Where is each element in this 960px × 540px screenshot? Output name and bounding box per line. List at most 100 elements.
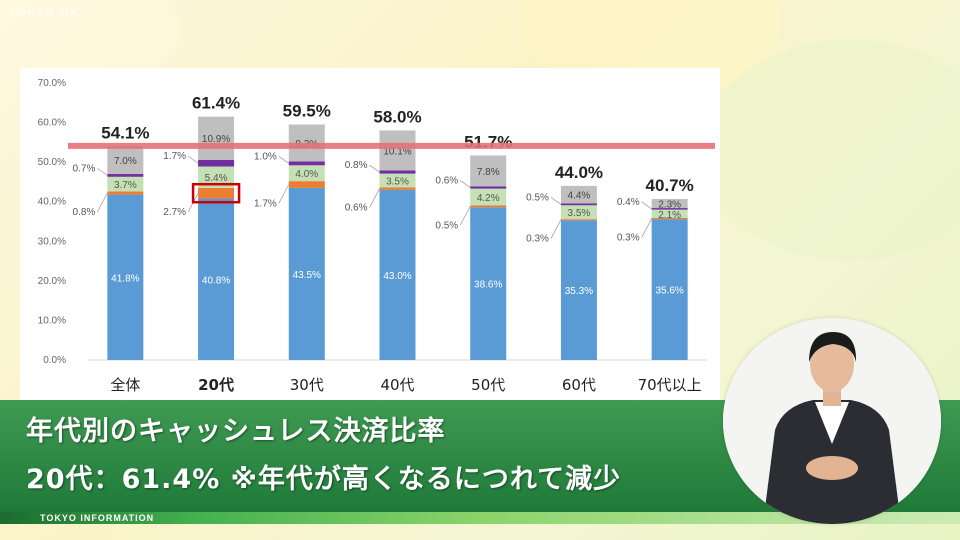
segment-label: 4.4% [568, 191, 591, 202]
chart-panel: 0.0% 10.0% 20.0% 30.0% 40.0% 50.0% 60.0% 70.0% 4… [20, 68, 720, 400]
total-label: 59.5% [283, 102, 331, 121]
bar-segment [560, 203, 597, 206]
bar-segment [379, 189, 416, 360]
leader-line [460, 180, 471, 188]
segment-label: 10.9% [202, 134, 230, 145]
segment-side-label: 0.5% [435, 220, 458, 231]
segment-side-label: 0.8% [73, 207, 96, 218]
segment-label: 3.5% [568, 208, 591, 219]
segment-side-label: 1.0% [254, 151, 277, 162]
sign-language-interpreter [723, 318, 941, 524]
bar-segment [198, 187, 235, 199]
bar-segment [107, 146, 144, 175]
y-tick-label: 20.0% [38, 276, 66, 287]
bar-segment [107, 191, 144, 195]
bar-segment [107, 176, 144, 192]
bar-segment [651, 219, 688, 360]
category-label: 60代 [562, 376, 596, 394]
category-label: 20代 [198, 376, 234, 394]
segment-label: 43.5% [293, 270, 321, 281]
bar-segment [470, 186, 507, 189]
leader-line [641, 201, 652, 210]
category-label: 40代 [380, 376, 414, 394]
segment-label: 2.3% [658, 199, 681, 210]
bar-segment [470, 205, 507, 208]
caption-title: 年代別のキャッシュレス決済比率 [26, 416, 446, 447]
leader-line [550, 219, 562, 239]
category-label: 全体 [110, 376, 140, 394]
bar-segment [288, 181, 325, 188]
segment-label: 43.0% [383, 271, 411, 282]
bar-segment [470, 207, 507, 360]
bar-segment [560, 219, 597, 221]
bar-segment [198, 116, 235, 160]
y-tick-label: 10.0% [38, 315, 66, 326]
bar-segment [107, 174, 144, 177]
segment-label: 7.0% [114, 156, 137, 167]
bar-segment [198, 198, 235, 360]
segment-label: 2.1% [658, 210, 681, 221]
y-tick-label: 70.0% [38, 78, 66, 89]
segment-side-label: 0.3% [617, 233, 640, 244]
segment-side-label: 0.5% [526, 192, 549, 203]
leader-line [459, 206, 471, 226]
caption-subtitle: 20代：61.4% ※年代が高くなるにつれて減少 [26, 464, 622, 495]
y-tick-label: 50.0% [38, 157, 66, 168]
segment-label: 4.2% [477, 193, 500, 204]
total-label: 54.1% [101, 123, 149, 142]
y-tick-label: 30.0% [38, 236, 66, 247]
stacked-bar-chart: 0.0% 10.0% 20.0% 30.0% 40.0% 50.0% 60.0% 70.0% 4… [38, 78, 715, 394]
channel-watermark: TOKYO MX [10, 8, 79, 19]
y-tick-label: 60.0% [38, 118, 66, 129]
bar-segment [379, 130, 416, 171]
bar-segment [651, 209, 688, 218]
segment-side-label: 0.6% [435, 175, 458, 186]
leader-line [97, 168, 108, 176]
category-label: 30代 [290, 376, 324, 394]
highlight-box [191, 182, 241, 204]
bar-segment [288, 187, 325, 360]
segment-side-label: 0.6% [345, 203, 368, 214]
leader-line [369, 164, 380, 173]
segment-side-label: 0.8% [345, 160, 368, 171]
bar-segment [107, 194, 144, 360]
bar-segment [288, 165, 325, 182]
total-label: 61.4% [192, 94, 240, 113]
bar-segment [198, 166, 235, 188]
leader-line [641, 218, 652, 238]
bar-segment [651, 217, 688, 220]
bar-segment [470, 155, 507, 187]
leader-line [97, 192, 108, 213]
bar-segment [198, 159, 235, 167]
segment-label: 35.6% [655, 286, 683, 297]
segment-label: 35.3% [565, 286, 593, 297]
total-label: 58.0% [373, 107, 421, 126]
y-tick-label: 0.0% [43, 355, 66, 366]
bar-segment [560, 185, 597, 204]
bar-segment [470, 188, 507, 206]
segment-label: 38.6% [474, 280, 502, 291]
segment-side-label: 0.4% [617, 197, 640, 208]
bar-segment [560, 220, 597, 360]
segment-side-label: 0.3% [526, 234, 549, 245]
bar-segment [379, 187, 416, 190]
y-tick-label: 40.0% [38, 197, 66, 208]
category-label: 70代以上 [638, 376, 702, 394]
segment-label: 3.5% [386, 177, 409, 188]
total-label: 40.7% [646, 176, 694, 195]
bar-segment [651, 198, 688, 209]
segment-side-label: 0.7% [73, 163, 96, 174]
bar-segment [288, 161, 325, 166]
segment-label: 40.8% [202, 275, 230, 286]
segment-label: 5.4% [205, 173, 228, 184]
leader-line [278, 156, 289, 164]
leader-line [550, 196, 562, 205]
bar-segment [651, 208, 688, 210]
bar-segment [379, 173, 416, 188]
bar-segment [379, 170, 416, 174]
segment-label: 3.7% [114, 180, 137, 191]
footer-label: TOKYO INFORMATION [40, 513, 155, 523]
segment-side-label: 1.7% [163, 151, 186, 162]
leader-line [278, 184, 290, 204]
leader-line [187, 155, 199, 164]
